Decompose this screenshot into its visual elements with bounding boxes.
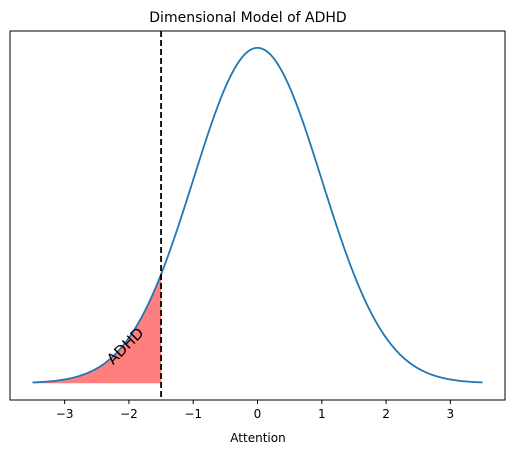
x-tick-label: −3 [56,407,74,421]
x-tick-label: 1 [318,407,326,421]
x-tick-label: 2 [382,407,390,421]
x-axis-title: Attention [230,431,285,445]
x-tick-label: 0 [254,407,262,421]
x-tick-label: −1 [184,407,202,421]
chart-title: Dimensional Model of ADHD [149,10,346,26]
normal-curve-line [32,46,483,384]
adhd-shaded-area [32,274,162,384]
x-tick-label: 3 [447,407,455,421]
x-tick-label: −2 [120,407,138,421]
plot-frame [9,30,506,401]
